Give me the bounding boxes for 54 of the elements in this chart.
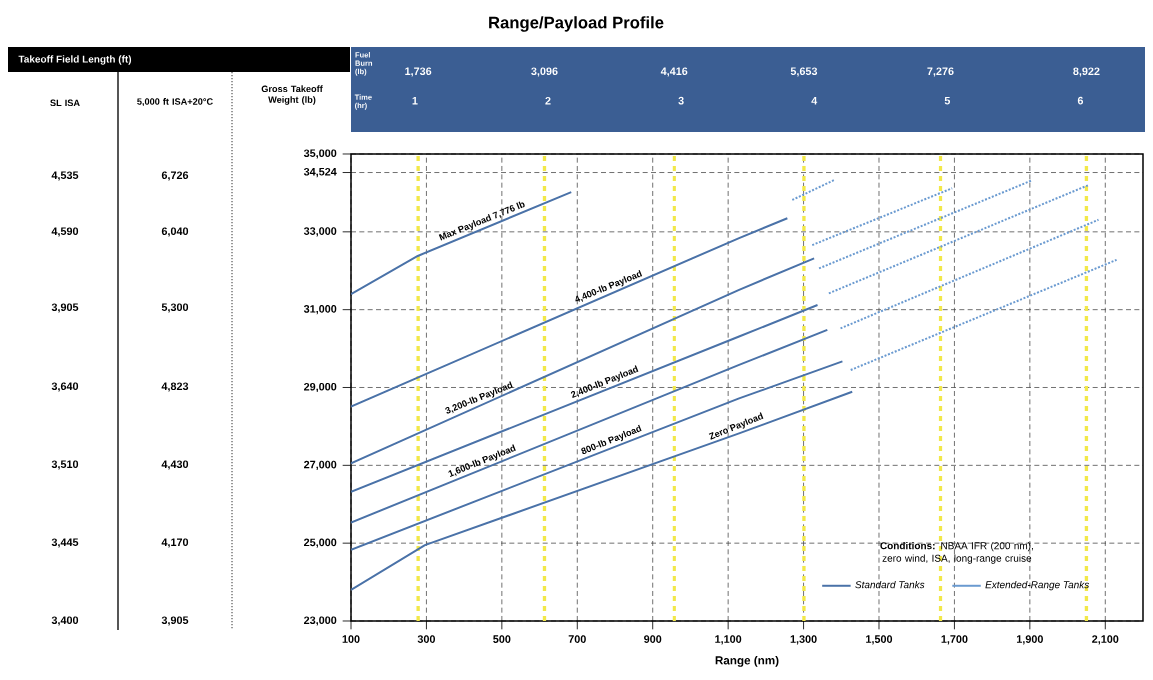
legend-title: Conditions: NBAA IFR (200 nm), zero wind, ISA, long-range cruise bbox=[880, 541, 1033, 564]
text: 3,096 bbox=[531, 67, 558, 77]
y-tick-label: 35,000 bbox=[303, 149, 337, 159]
text: 4,430 bbox=[161, 460, 189, 470]
x-tick-label: 1,100 bbox=[715, 635, 742, 645]
text: 7,276 bbox=[927, 67, 954, 77]
text: 4,823 bbox=[161, 382, 189, 392]
text: 3,400 bbox=[51, 616, 79, 626]
x-tick-label: 1,500 bbox=[866, 635, 893, 645]
text: 3,905 bbox=[161, 616, 189, 626]
x-tick-label: 700 bbox=[568, 635, 586, 643]
y-tick-label: 34,524 bbox=[303, 167, 337, 178]
text: 5,000 ft ISA+20°C bbox=[137, 98, 213, 107]
y-tick-label: 33,000 bbox=[303, 227, 337, 237]
x-tick-label: 100 bbox=[342, 635, 360, 643]
x-axis-title: Range (nm) bbox=[715, 655, 779, 667]
legend-label: Standard Tanks bbox=[855, 580, 925, 589]
text: 3,510 bbox=[51, 460, 79, 470]
y-tick-label: 29,000 bbox=[304, 382, 337, 393]
x2-tick-label: 4 bbox=[811, 96, 818, 105]
text: SL ISA bbox=[50, 99, 80, 107]
text: 3,905 bbox=[51, 303, 79, 313]
y-tick-label: 31,000 bbox=[303, 305, 337, 315]
y-tick-label: 27,000 bbox=[304, 460, 337, 470]
text: Takeoff Field Length (ft) bbox=[18, 55, 132, 65]
y-tick-label: 23,000 bbox=[304, 616, 337, 626]
x-tick-label: 900 bbox=[644, 635, 662, 643]
x2-tick-label: 1 bbox=[412, 96, 418, 105]
y-tick-label: 25,000 bbox=[304, 538, 337, 548]
x-tick-label: 300 bbox=[417, 635, 436, 643]
x-tick-label: 2,100 bbox=[1092, 635, 1119, 645]
text: 5,653 bbox=[790, 67, 818, 77]
text: 4,535 bbox=[51, 171, 79, 181]
x-tick-label: 1,700 bbox=[941, 635, 968, 645]
x-tick-label: 1,900 bbox=[1016, 635, 1043, 645]
text: 6,040 bbox=[161, 227, 189, 237]
chart-title: Range/Payload Profile bbox=[489, 16, 664, 32]
text: 4,590 bbox=[51, 227, 79, 237]
x2-tick-label: 3 bbox=[678, 96, 684, 105]
x2-tick-label: 2 bbox=[545, 96, 551, 105]
text: 5,300 bbox=[161, 303, 189, 313]
x2-tick-label: 5 bbox=[944, 96, 951, 105]
text: 4,170 bbox=[161, 538, 189, 548]
x2-tick-label: 6 bbox=[1077, 96, 1084, 105]
text: 3,445 bbox=[51, 538, 79, 548]
text: 6,726 bbox=[161, 171, 189, 181]
legend-label: Extended-Range Tanks bbox=[985, 580, 1090, 591]
text: 3,640 bbox=[51, 382, 79, 392]
x-tick-label: 500 bbox=[493, 635, 511, 643]
text: 4,416 bbox=[660, 67, 688, 77]
x-tick-label: 1,300 bbox=[790, 635, 817, 645]
y-axis-title: Gross Takeoff Weight (lb) bbox=[261, 85, 323, 105]
text: 8,922 bbox=[1073, 67, 1100, 77]
text: 1,736 bbox=[405, 67, 432, 77]
